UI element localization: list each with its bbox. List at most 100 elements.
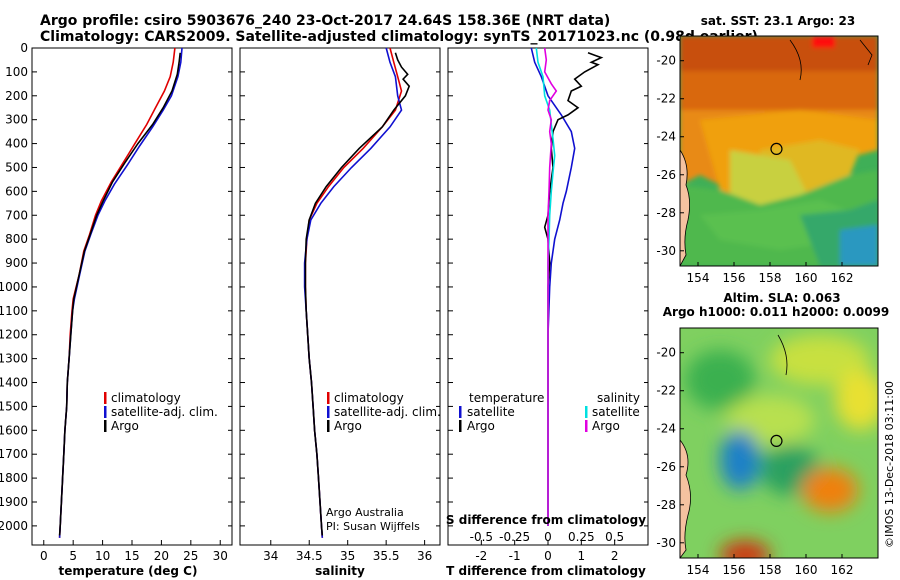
depth-tick-label: 1600 [0,423,28,437]
depth-tick-label: 0 [20,41,28,55]
legend-argo-swatch-2 [327,420,330,432]
sla-field [685,335,878,558]
sla-map-subtitle: Argo h1000: 0.011 h2000: 0.0099 [663,305,890,319]
legend-t-satellite: satellite [467,405,515,419]
depth-tick-label: 200 [5,89,28,103]
depth-tick-label: 1700 [0,447,28,461]
salinity-depth-ticks [240,47,440,527]
depth-tick-label: 1000 [0,280,28,294]
depth-tick-label: 1200 [0,328,28,342]
imos-credit: ©IMOS 13-Dec-2018 03:11:00 [883,381,896,548]
lon-tick-label: 154 [687,271,710,285]
sst-map-panel: sat. SST: 23.1 Argo: 23 154 156 158 1 [656,14,879,285]
s-diff-tick-label: -0.5 [470,530,493,544]
legend-argo-swatch [104,420,107,432]
lon-tick-label: 158 [759,271,782,285]
depth-tick-label: 600 [5,184,28,198]
sst-map-title: sat. SST: 23.1 Argo: 23 [701,14,855,28]
lon-tick-label: 156 [723,563,746,577]
difference-xlabel: T difference from climatology [446,564,646,578]
x-tick-label: 5 [69,549,77,563]
series-line-argo [304,52,411,536]
x-tick-label: 15 [124,549,139,563]
legend-satellite-adj-2: satellite-adj. clim. [334,405,441,419]
temperature-panel: 0100200300400500600700800900100011001200… [0,41,233,578]
x-tick-label: 10 [95,549,110,563]
legend-temperature-heading: temperature [469,391,544,405]
series-line-argo [58,52,181,536]
lat-tick-label: -26 [656,460,676,474]
x-tick-label: 1 [578,549,586,563]
credit-argo-australia: Argo Australia [326,506,404,519]
x-tick-label: 34 [263,549,278,563]
x-tick-label: 0 [40,549,48,563]
depth-axis: 0 100 200 300 400 500 600 700 800 900 1000 1100 1200… [0,41,232,533]
x-tick-label: -2 [475,549,487,563]
difference-legend: temperature satellite Argo salinity sate… [459,391,640,433]
depth-tick-label: 1100 [0,304,28,318]
sst-map-frame [679,35,879,267]
lat-tick-label: -26 [656,168,676,182]
depth-tick-label: 700 [5,208,28,222]
x-tick-label: 35.5 [373,549,400,563]
legend-s-satellite: satellite [592,405,640,419]
legend-s-argo: Argo [592,419,620,433]
sla-map-axes: 154 156 158 160 162 -20 -22 -24 -26 -28 -30 [656,346,853,577]
depth-tick-label: 2000 [0,519,28,533]
legend-argo: Argo [111,419,139,433]
legend-t-argo: Argo [467,419,495,433]
sst-coastline [680,149,690,266]
legend-argo-2: Argo [334,419,362,433]
salinity-legend: climatology satellite-adj. clim. Argo [327,391,441,433]
legend-satellite-swatch-2 [327,406,330,418]
legend-climatology-swatch [104,392,107,404]
x-tick-label: -1 [509,549,521,563]
header-subtitle: Climatology: CARS2009. Satellite-adjuste… [40,29,758,45]
depth-tick-label: 100 [5,65,28,79]
sla-reef-outline [777,334,788,376]
temperature-x-axis: 0 5 10 15 20 25 30 [40,540,228,563]
salinity-panel: 34 34.5 35 35.5 36 salinity climatology sate… [239,47,441,578]
legend-satellite-adj: satellite-adj. clim. [111,405,218,419]
lat-tick-label: -20 [656,54,676,68]
series-line-temperature-argo [543,52,604,526]
salinity-plot-frame [239,47,441,546]
series-line-salinity-argo [543,47,558,526]
credit-pi: PI: Susan Wijffels [326,520,420,533]
legend-climatology-2: climatology [334,391,404,405]
sst-field [680,36,878,266]
s-diff-tick-label: -0.25 [499,530,530,544]
salinity-x-axis: 34 34.5 35 35.5 36 [263,540,432,563]
x-tick-label: 2 [611,549,619,563]
temperature-legend: climatology satellite-adj. clim. Argo [104,391,218,433]
sst-map-axes: 154 156 158 160 162 -20 -22 -24 -26 -28 -30 [656,54,853,285]
depth-tick-label: 300 [5,113,28,127]
x-tick-label: 20 [154,549,169,563]
lat-tick-label: -28 [656,498,676,512]
depth-tick-label: 1800 [0,471,28,485]
sla-coastline [680,439,691,558]
lon-tick-label: 154 [687,563,710,577]
x-tick-label: 0 [544,549,552,563]
salinity-lines [303,47,411,538]
lat-tick-label: -22 [656,384,676,398]
lat-tick-label: -20 [656,346,676,360]
s-diff-tick-label: 0.25 [568,530,595,544]
depth-tick-label: 400 [5,137,28,151]
difference-lines [530,47,604,526]
s-difference-title: S difference from climatology [446,513,646,527]
lon-tick-label: 158 [759,563,782,577]
lat-tick-label: -24 [656,422,676,436]
difference-depth-ticks [448,47,648,527]
legend-climatology-swatch-2 [327,392,330,404]
s-difference-axis: -0.5 -0.25 0 0.25 0.5 [470,530,625,544]
temperature-xlabel: temperature (deg C) [59,564,198,578]
sla-map-frame [679,327,879,559]
depth-tick-label: 500 [5,160,28,174]
x-tick-label: 30 [213,549,228,563]
sst-reef-outline [789,39,802,81]
sla-argo-marker [770,434,783,448]
legend-s-satellite-swatch [585,406,588,418]
legend-t-satellite-swatch [459,406,462,418]
